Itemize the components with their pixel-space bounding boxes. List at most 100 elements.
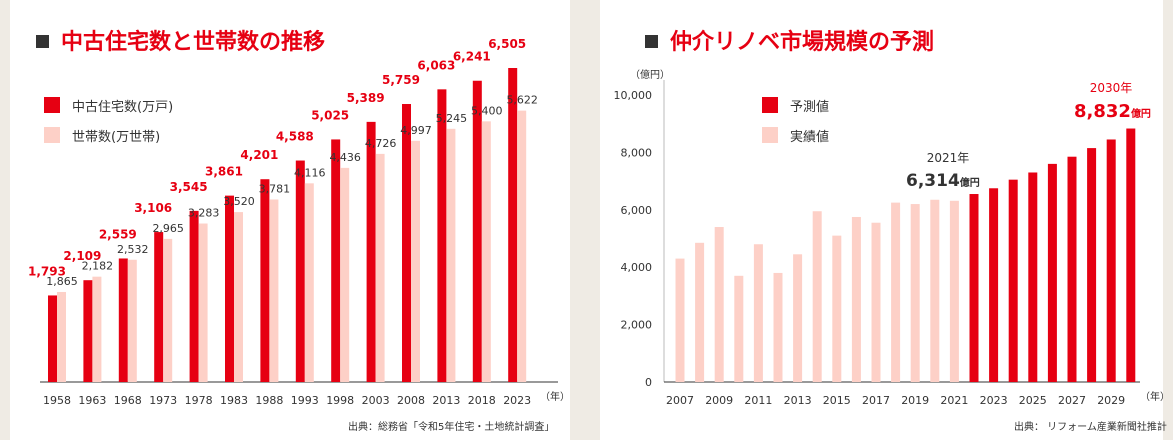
x-tick-label: 2008 [397, 394, 425, 407]
bar-households [269, 199, 279, 382]
bar-chart-renovation: （億円） （年） 2021年 6,314億円 2030年 8,832億円 02,… [614, 68, 1171, 407]
data-label-used-houses: 6,063 [417, 58, 455, 72]
bar-market-size [871, 222, 881, 382]
bar-market-size [891, 202, 901, 382]
bar-market-size [812, 211, 822, 382]
chart-title-housing: 中古住宅数と世帯数の推移 [36, 24, 325, 56]
bar-market-size [1067, 156, 1077, 382]
bar-used-houses [83, 280, 93, 382]
chart-title-renovation: 仲介リノベ市場規模の予測 [645, 24, 934, 56]
bar-market-size [832, 235, 842, 382]
bar-households [340, 167, 350, 382]
x-tick-label: 2013 [432, 394, 460, 407]
data-label-used-houses: 5,759 [382, 73, 420, 87]
x-tick-label: 1983 [220, 394, 248, 407]
bar-used-houses [331, 139, 341, 382]
annotation-2021-number: 6,314 [906, 171, 960, 191]
bar-market-size [1087, 148, 1097, 382]
bar-used-houses [260, 179, 270, 382]
y-tick-label: 0 [645, 376, 652, 389]
bar-households [57, 291, 66, 382]
bar-used-houses [118, 258, 128, 382]
bar-market-size [1028, 172, 1038, 382]
x-tick-label: 2029 [1097, 394, 1125, 407]
bar-used-houses [437, 89, 447, 383]
y-tick-label: 2,000 [621, 319, 653, 332]
x-tick-label: 1998 [326, 394, 354, 407]
data-label-households: 4,997 [400, 124, 432, 137]
x-tick-label: 2003 [362, 394, 390, 407]
x-axis-unit: （年） [540, 390, 570, 403]
x-tick-label: 2019 [901, 394, 929, 407]
bar-used-houses [472, 80, 482, 382]
data-label-households: 3,520 [223, 195, 255, 208]
data-label-households: 3,781 [259, 182, 291, 195]
bar-market-size [753, 244, 763, 382]
data-label-households: 5,245 [436, 112, 468, 125]
data-label-households: 2,965 [152, 222, 184, 235]
bar-households [304, 183, 314, 382]
bar-used-houses [402, 104, 411, 383]
bar-households [411, 140, 420, 382]
bar-market-size [773, 272, 783, 382]
bar-market-size [989, 188, 999, 382]
data-label-used-houses: 1,793 [28, 264, 66, 278]
bar-used-houses [48, 295, 57, 382]
x-tick-label: 2007 [666, 394, 694, 407]
data-label-used-houses: 6,241 [453, 50, 491, 64]
y-tick-label: 10,000 [614, 89, 653, 102]
x-tick-label: 1978 [185, 394, 213, 407]
bar-used-houses [508, 68, 518, 382]
bar-market-size [734, 275, 744, 382]
annotation-2030-label: 2030年 [1090, 81, 1133, 95]
bar-households [481, 121, 491, 383]
bar-households [234, 212, 243, 382]
data-label-used-houses: 4,201 [240, 148, 278, 162]
x-tick-label: 2023 [980, 394, 1008, 407]
data-label-used-houses: 3,545 [170, 180, 208, 194]
bar-market-size [851, 216, 861, 382]
data-label-households: 4,726 [365, 137, 397, 150]
bar-used-houses [295, 160, 305, 382]
chart-title-text: 中古住宅数と世帯数の推移 [61, 30, 326, 55]
bar-market-size [1126, 128, 1136, 382]
bar-used-houses [154, 232, 164, 382]
y-tick-label: 6,000 [621, 204, 653, 217]
x-tick-label: 1963 [78, 394, 106, 407]
data-label-used-houses: 6,505 [488, 37, 526, 51]
bar-households [198, 223, 208, 382]
x-tick-label: 2025 [1019, 394, 1047, 407]
chart-panel-renovation: 仲介リノベ市場規模の予測 予測値 実績値 （億円） （年） 2021年 6,31… [600, 0, 1171, 440]
bar-households [446, 128, 456, 382]
data-label-households: 1,865 [46, 275, 78, 288]
x-tick-label: 2013 [784, 394, 812, 407]
legend-swatch-pink [44, 127, 60, 143]
y-tick-label: 4,000 [621, 261, 653, 274]
data-label-used-houses: 3,106 [134, 201, 172, 215]
legend-item-actual: 実績値 [762, 126, 830, 145]
x-tick-label: 2027 [1058, 394, 1086, 407]
legend-label: 実績値 [790, 129, 830, 145]
x-tick-label: 2023 [503, 394, 531, 407]
annotation-2030-value: 8,832億円 [1074, 101, 1151, 122]
bar-used-houses [366, 121, 376, 383]
title-square-icon [36, 34, 49, 48]
x-tick-label: 2021 [940, 394, 968, 407]
bar-market-size [910, 204, 920, 382]
legend-label: 中古住宅数(万戸) [72, 99, 174, 115]
x-axis-unit: （年） [1140, 390, 1170, 403]
annotation-2021-value: 6,314億円 [906, 171, 980, 191]
data-label-households: 4,436 [329, 151, 361, 164]
x-tick-label: 1988 [255, 394, 283, 407]
data-label-households: 5,622 [506, 94, 538, 107]
data-label-used-houses: 3,861 [205, 165, 243, 179]
bar-market-size [949, 200, 959, 382]
bar-households [92, 276, 102, 382]
bar-market-size [793, 254, 803, 382]
y-tick-label: 8,000 [621, 146, 653, 159]
data-label-households: 2,182 [82, 260, 114, 273]
title-square-icon [645, 34, 658, 48]
annotation-2030-unit: 億円 [1131, 107, 1151, 120]
x-tick-label: 1993 [291, 394, 319, 407]
